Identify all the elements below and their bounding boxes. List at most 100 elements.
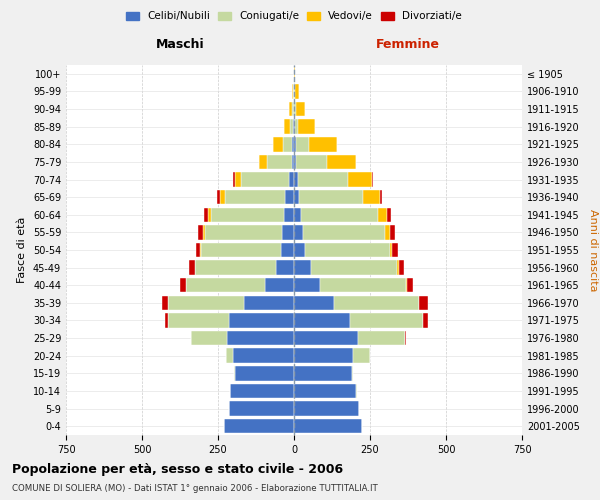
Bar	[372, 172, 373, 186]
Bar	[294, 348, 353, 363]
Bar	[267, 154, 292, 169]
Bar	[294, 419, 362, 434]
Y-axis label: Fasce di età: Fasce di età	[17, 217, 27, 283]
Text: Femmine: Femmine	[376, 38, 440, 51]
Bar	[194, 260, 195, 275]
Bar	[397, 260, 399, 275]
Bar	[294, 278, 320, 292]
Bar	[309, 137, 337, 152]
Bar	[229, 402, 294, 416]
Bar	[294, 296, 334, 310]
Bar	[353, 348, 370, 363]
Bar	[293, 84, 294, 98]
Bar	[406, 278, 407, 292]
Bar	[320, 278, 406, 292]
Bar	[294, 384, 356, 398]
Bar	[205, 225, 283, 240]
Bar	[298, 120, 315, 134]
Bar	[350, 314, 423, 328]
Bar	[295, 120, 298, 134]
Bar	[293, 120, 294, 134]
Bar	[292, 154, 294, 169]
Bar	[296, 102, 305, 117]
Bar	[203, 225, 205, 240]
Bar	[168, 296, 244, 310]
Bar	[191, 331, 227, 345]
Bar	[284, 120, 290, 134]
Bar	[298, 172, 348, 186]
Bar	[294, 225, 303, 240]
Bar	[294, 172, 298, 186]
Bar	[364, 190, 380, 204]
Bar	[208, 208, 211, 222]
Bar	[290, 120, 293, 134]
Bar	[292, 102, 293, 117]
Bar	[244, 296, 294, 310]
Bar	[399, 260, 404, 275]
Bar	[292, 84, 293, 98]
Bar	[289, 172, 294, 186]
Bar	[296, 137, 309, 152]
Legend: Celibi/Nubili, Coniugati/e, Vedovi/e, Divorziati/e: Celibi/Nubili, Coniugati/e, Vedovi/e, Di…	[122, 8, 466, 26]
Bar	[229, 314, 294, 328]
Bar	[294, 190, 299, 204]
Bar	[283, 137, 292, 152]
Bar	[407, 278, 413, 292]
Bar	[224, 190, 286, 204]
Bar	[385, 225, 390, 240]
Bar	[186, 278, 265, 292]
Bar	[195, 260, 276, 275]
Bar	[227, 331, 294, 345]
Bar	[294, 260, 311, 275]
Bar	[168, 314, 229, 328]
Bar	[380, 190, 382, 204]
Bar	[294, 208, 301, 222]
Bar	[334, 296, 419, 310]
Bar	[378, 208, 388, 222]
Bar	[294, 243, 305, 257]
Text: Maschi: Maschi	[155, 38, 205, 51]
Bar	[217, 190, 220, 204]
Bar	[390, 243, 392, 257]
Bar	[233, 172, 235, 186]
Bar	[220, 190, 224, 204]
Bar	[259, 154, 267, 169]
Bar	[327, 154, 356, 169]
Bar	[226, 348, 233, 363]
Bar	[348, 172, 372, 186]
Bar	[211, 208, 284, 222]
Bar	[352, 366, 353, 380]
Bar	[311, 260, 397, 275]
Bar	[286, 190, 294, 204]
Bar	[295, 84, 299, 98]
Bar	[162, 296, 167, 310]
Bar	[294, 402, 359, 416]
Bar	[294, 314, 350, 328]
Bar	[296, 154, 327, 169]
Bar	[181, 278, 186, 292]
Bar	[405, 331, 406, 345]
Bar	[235, 172, 241, 186]
Bar	[189, 260, 194, 275]
Bar	[358, 331, 405, 345]
Bar	[294, 331, 358, 345]
Bar	[305, 243, 390, 257]
Bar	[390, 225, 395, 240]
Bar	[301, 208, 378, 222]
Bar	[284, 208, 294, 222]
Bar	[235, 366, 294, 380]
Bar	[281, 243, 294, 257]
Bar	[273, 137, 283, 152]
Bar	[283, 225, 294, 240]
Bar	[295, 102, 296, 117]
Bar	[233, 366, 235, 380]
Bar	[230, 384, 294, 398]
Bar	[241, 172, 289, 186]
Bar	[294, 137, 296, 152]
Y-axis label: Anni di nascita: Anni di nascita	[588, 209, 598, 291]
Bar	[294, 66, 295, 81]
Bar	[419, 296, 428, 310]
Text: Popolazione per età, sesso e stato civile - 2006: Popolazione per età, sesso e stato civil…	[12, 462, 343, 475]
Bar	[196, 243, 200, 257]
Bar	[299, 190, 364, 204]
